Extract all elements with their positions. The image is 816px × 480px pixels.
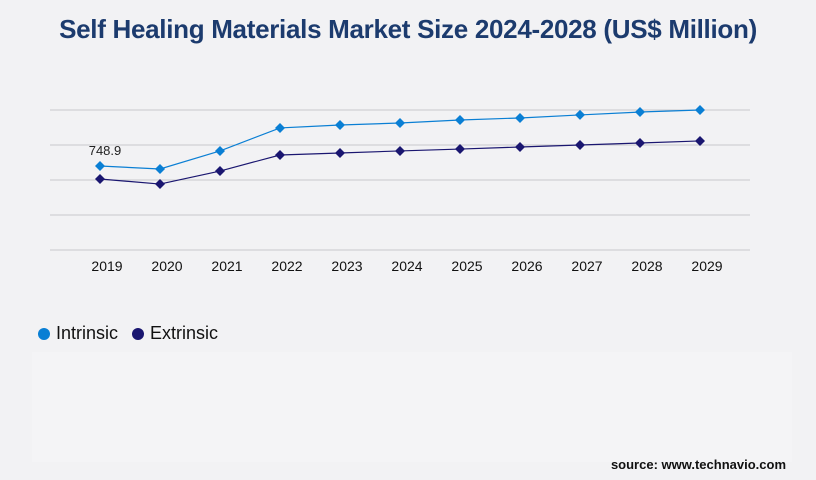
x-tick-label: 2020 [151,258,182,274]
data-point-intrinsic [335,120,345,131]
data-point-extrinsic [455,144,465,155]
background-panel [32,352,792,462]
data-point-intrinsic [515,112,525,123]
legend-item-extrinsic[interactable]: Extrinsic [132,323,218,344]
line-chart: 2019 2020 2021 2022 2023 2024 2025 2026 2027 2028… [50,105,750,274]
data-point-extrinsic [635,137,645,148]
data-point-extrinsic [95,173,105,184]
data-point-extrinsic [275,149,285,160]
x-tick-label: 2022 [271,258,302,274]
chart-title: Self Healing Materials Market Size 2024-… [59,14,757,44]
x-tick-label: 2027 [571,258,602,274]
data-point-intrinsic [215,145,225,156]
data-point-extrinsic [695,135,705,146]
legend-marker-extrinsic [132,327,145,340]
data-point-intrinsic [455,114,465,125]
x-tick-label: 2025 [451,258,482,274]
x-tick-label: 2019 [91,258,122,274]
data-point-intrinsic [95,160,105,171]
data-point-extrinsic [215,166,225,177]
x-tick-label: 2028 [631,258,662,274]
data-point-extrinsic [395,145,405,156]
data-point-extrinsic [335,147,345,158]
data-point-intrinsic [275,122,285,133]
x-tick-label: 2021 [211,258,242,274]
source-text: source: www.technavio.com [610,457,786,472]
x-tick-label: 2029 [691,258,722,274]
data-point-intrinsic [155,164,165,175]
x-tick-label: 2023 [331,258,362,274]
data-point-intrinsic [695,105,705,115]
legend-label-extrinsic: Extrinsic [150,323,219,343]
data-point-intrinsic [635,107,645,118]
legend: Intrinsic Extrinsic [38,323,218,344]
x-tick-label: 2024 [391,258,422,274]
data-point-extrinsic [155,179,165,190]
x-tick-label: 2026 [511,258,542,274]
legend-marker-intrinsic [38,327,50,340]
data-label: 748.9 [89,143,122,158]
data-point-intrinsic [395,118,405,129]
legend-label-intrinsic: Intrinsic [56,323,119,343]
data-point-extrinsic [515,142,525,153]
legend-item-intrinsic[interactable]: Intrinsic [38,323,118,344]
data-point-extrinsic [575,140,585,150]
data-point-intrinsic [575,109,585,120]
